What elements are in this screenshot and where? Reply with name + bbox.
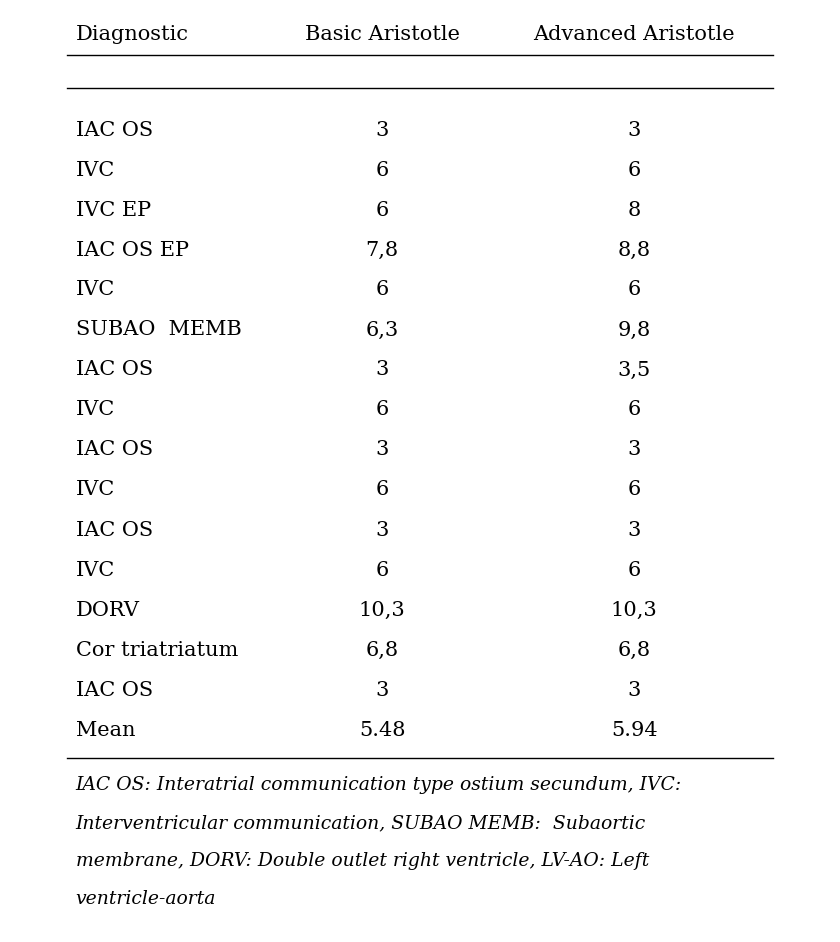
- Text: 6: 6: [627, 480, 641, 499]
- Text: 3: 3: [375, 441, 389, 460]
- Text: 7,8: 7,8: [365, 240, 399, 259]
- Text: 6: 6: [627, 560, 641, 579]
- Text: 6: 6: [375, 560, 389, 579]
- Text: 3: 3: [627, 121, 641, 139]
- Text: 5.94: 5.94: [611, 721, 658, 739]
- Text: IVC: IVC: [76, 560, 115, 579]
- Text: IVC: IVC: [76, 480, 115, 499]
- Text: DORV: DORV: [76, 600, 139, 620]
- Text: IVC: IVC: [76, 281, 115, 300]
- Text: IVC: IVC: [76, 160, 115, 180]
- Text: 6: 6: [375, 201, 389, 219]
- Text: membrane, DORV: Double outlet right ventricle, LV-AO: Left: membrane, DORV: Double outlet right vent…: [76, 852, 648, 870]
- Text: IAC OS EP: IAC OS EP: [76, 240, 189, 259]
- Text: 8: 8: [627, 201, 641, 219]
- Text: 6,8: 6,8: [617, 641, 651, 659]
- Text: 8,8: 8,8: [617, 240, 651, 259]
- Text: IVC: IVC: [76, 400, 115, 419]
- Text: 3: 3: [627, 441, 641, 460]
- Text: IAC OS: IAC OS: [76, 441, 153, 460]
- Text: 3: 3: [375, 361, 389, 380]
- Text: Cor triatriatum: Cor triatriatum: [76, 641, 238, 659]
- Text: IVC EP: IVC EP: [76, 201, 150, 219]
- Text: Basic Aristotle: Basic Aristotle: [305, 25, 459, 44]
- Text: IAC OS: Interatrial communication type ostium secundum, IVC:: IAC OS: Interatrial communication type o…: [76, 776, 682, 794]
- Text: 6: 6: [627, 400, 641, 419]
- Text: 6: 6: [375, 480, 389, 499]
- Text: Advanced Aristotle: Advanced Aristotle: [533, 25, 735, 44]
- Text: IAC OS: IAC OS: [76, 121, 153, 139]
- Text: 6: 6: [375, 400, 389, 419]
- Text: 3,5: 3,5: [617, 361, 651, 380]
- Text: 3: 3: [375, 680, 389, 700]
- Text: 3: 3: [375, 521, 389, 540]
- Text: 3: 3: [375, 121, 389, 139]
- Text: 3: 3: [627, 521, 641, 540]
- Text: ventricle-aorta: ventricle-aorta: [76, 890, 216, 908]
- Text: 6: 6: [627, 281, 641, 300]
- Text: 9,8: 9,8: [617, 320, 651, 339]
- Text: 10,3: 10,3: [359, 600, 406, 620]
- Text: SUBAO  MEMB: SUBAO MEMB: [76, 320, 241, 339]
- Text: 6: 6: [375, 160, 389, 180]
- Text: Interventricular communication, SUBAO MEMB:  Subaortic: Interventricular communication, SUBAO ME…: [76, 814, 646, 832]
- Text: 6: 6: [375, 281, 389, 300]
- Text: 6: 6: [627, 160, 641, 180]
- Text: Diagnostic: Diagnostic: [76, 25, 189, 44]
- Text: IAC OS: IAC OS: [76, 521, 153, 540]
- Text: 10,3: 10,3: [611, 600, 658, 620]
- Text: 6,3: 6,3: [365, 320, 399, 339]
- Text: IAC OS: IAC OS: [76, 361, 153, 380]
- Text: 5.48: 5.48: [359, 721, 406, 739]
- Text: 3: 3: [627, 680, 641, 700]
- Text: 6,8: 6,8: [365, 641, 399, 659]
- Text: IAC OS: IAC OS: [76, 680, 153, 700]
- Text: Mean: Mean: [76, 721, 135, 739]
